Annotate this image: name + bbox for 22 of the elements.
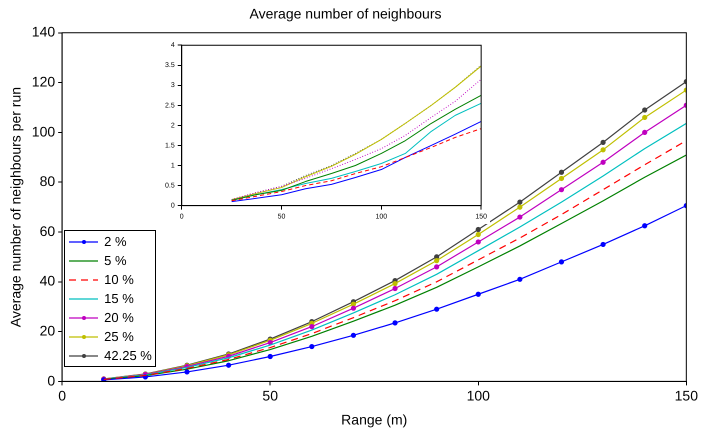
y-tick-label: 100 <box>32 123 56 140</box>
x-tick-label: 100 <box>466 388 490 404</box>
x-tick-label: 0 <box>58 388 66 404</box>
legend-label: 5 % <box>104 253 127 268</box>
y-tick-label: 20 <box>40 322 56 338</box>
x-axis-title: Range (m) <box>341 411 408 428</box>
x-tick-label: 150 <box>674 388 698 404</box>
x-tick-label: 50 <box>262 388 278 404</box>
legend-label: 15 % <box>104 291 134 306</box>
y-tick-label: 0 <box>47 372 56 388</box>
legend-label: 2 % <box>104 234 127 250</box>
y-tick-label: 80 <box>40 173 56 190</box>
y-axis-title: Average number of neighbours per run <box>7 86 24 328</box>
legend-label: 42.25 % <box>104 348 152 364</box>
legend-label: 25 % <box>104 329 134 344</box>
legend-label: 20 % <box>104 310 134 326</box>
legend-label: 10 % <box>104 272 134 288</box>
y-tick-label: 60 <box>40 222 56 239</box>
y-tick-label: 120 <box>32 73 56 90</box>
chart-title: Average number of neighbours <box>250 5 442 22</box>
y-tick-label: 40 <box>40 272 56 289</box>
y-tick-label: 140 <box>32 24 56 40</box>
